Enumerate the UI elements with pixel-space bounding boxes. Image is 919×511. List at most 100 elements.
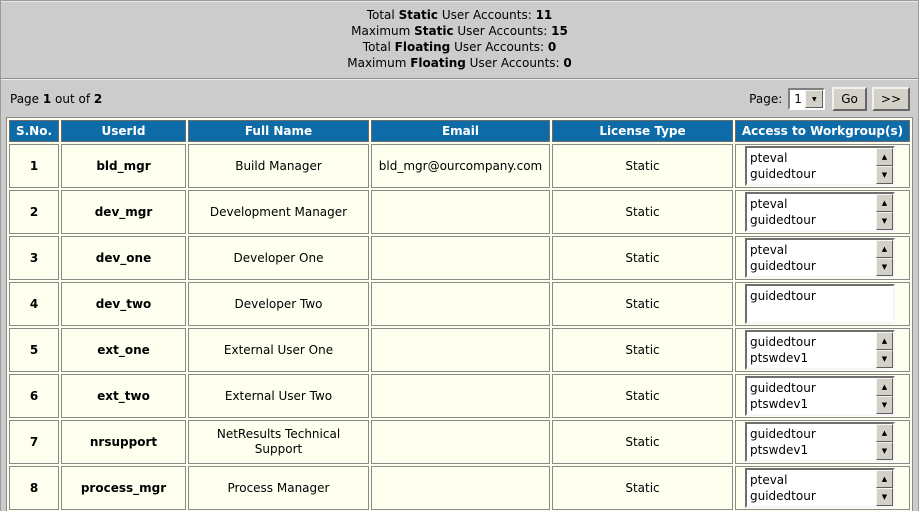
go-button[interactable]: Go [832, 87, 867, 111]
license-type-cell: Static [552, 144, 733, 188]
workgroups-listbox[interactable]: guidedtour ptswdev1 ▲ ▼ [745, 376, 895, 416]
column-header-sno: S.No. [9, 120, 59, 142]
workgroup-option[interactable]: guidedtour [750, 427, 816, 441]
workgroup-options: guidedtour ptswdev1 [747, 424, 876, 460]
workgroups-listbox[interactable]: pteval guidedtour ▲ ▼ [745, 238, 895, 278]
fullname-cell: NetResults Technical Support [188, 420, 369, 464]
workgroup-option[interactable]: guidedtour [750, 381, 816, 395]
scroll-down-icon[interactable]: ▼ [876, 258, 893, 276]
summary-license-type: Static [398, 8, 439, 22]
summary-count: 15 [551, 24, 568, 38]
user-table-body: 1 bld_mgr Build Manager bld_mgr@ourcompany.… [9, 144, 910, 510]
scroll-down-icon[interactable]: ▼ [876, 350, 893, 368]
workgroup-option[interactable]: guidedtour [750, 259, 816, 273]
workgroups-listbox[interactable]: guidedtour [745, 284, 895, 324]
license-type-cell: Static [552, 282, 733, 326]
workgroups-listbox[interactable]: pteval guidedtour ▲ ▼ [745, 192, 895, 232]
email-cell [371, 236, 550, 280]
workgroup-option[interactable]: pteval [750, 473, 788, 487]
fullname-cell: Developer Two [188, 282, 369, 326]
scroll-up-icon[interactable]: ▲ [876, 148, 893, 166]
sno-cell: 8 [9, 466, 59, 510]
license-type-cell: Static [552, 190, 733, 234]
workgroup-option[interactable]: guidedtour [750, 335, 816, 349]
email-cell [371, 420, 550, 464]
email-cell [371, 466, 550, 510]
license-type-cell: Static [552, 236, 733, 280]
fullname-cell: Build Manager [188, 144, 369, 188]
workgroup-option[interactable]: pteval [750, 243, 788, 257]
scroll-up-icon[interactable]: ▲ [876, 194, 893, 212]
workgroups-listbox[interactable]: pteval guidedtour ▲ ▼ [745, 146, 895, 186]
scroll-down-icon[interactable]: ▼ [876, 166, 893, 184]
scroll-up-icon[interactable]: ▲ [876, 332, 893, 350]
current-page-number: 1 [42, 92, 52, 106]
fullname-cell: Developer One [188, 236, 369, 280]
page-select[interactable]: 1 ▼ [788, 88, 826, 110]
workgroup-option[interactable]: pteval [750, 197, 788, 211]
summary-suffix: User Accounts: [450, 40, 548, 54]
license-type-cell: Static [552, 466, 733, 510]
workgroups-listbox[interactable]: guidedtour ptswdev1 ▲ ▼ [745, 422, 895, 462]
summary-prefix: Maximum [351, 24, 415, 38]
sno-cell: 2 [9, 190, 59, 234]
table-row: 5 ext_one External User One Static guidedtou… [9, 328, 910, 372]
sno-cell: 4 [9, 282, 59, 326]
column-header-license-type: License Type [552, 120, 733, 142]
workgroup-option[interactable]: pteval [750, 151, 788, 165]
listbox-scrollbar[interactable]: ▲ ▼ [876, 194, 893, 230]
scroll-up-icon[interactable]: ▲ [876, 378, 893, 396]
table-row: 1 bld_mgr Build Manager bld_mgr@ourcompany.… [9, 144, 910, 188]
table-row: 4 dev_two Developer Two Static guidedtour [9, 282, 910, 326]
scroll-up-icon[interactable]: ▲ [876, 424, 893, 442]
listbox-scrollbar[interactable]: ▲ ▼ [876, 378, 893, 414]
scroll-up-icon[interactable]: ▲ [876, 470, 893, 488]
workgroups-cell: pteval guidedtour ▲ ▼ [735, 466, 910, 510]
workgroup-option[interactable]: ptswdev1 [750, 351, 809, 365]
summary-count: 0 [563, 56, 572, 70]
userid-cell: dev_two [61, 282, 186, 326]
workgroups-cell: pteval guidedtour ▲ ▼ [735, 190, 910, 234]
summary-prefix: Total [366, 8, 399, 22]
listbox-scrollbar[interactable]: ▲ ▼ [876, 148, 893, 184]
userid-cell: ext_two [61, 374, 186, 418]
column-header-email: Email [371, 120, 550, 142]
userid-cell: dev_mgr [61, 190, 186, 234]
email-cell: bld_mgr@ourcompany.com [371, 144, 550, 188]
listbox-scrollbar[interactable]: ▲ ▼ [876, 424, 893, 460]
fullname-cell: Development Manager [188, 190, 369, 234]
listbox-scrollbar[interactable]: ▲ ▼ [876, 332, 893, 368]
sno-cell: 1 [9, 144, 59, 188]
workgroup-options: guidedtour [747, 286, 893, 322]
scroll-down-icon[interactable]: ▼ [876, 212, 893, 230]
total-pages-number: 2 [93, 92, 103, 106]
workgroup-options: guidedtour ptswdev1 [747, 332, 876, 368]
workgroup-option[interactable]: ptswdev1 [750, 443, 809, 457]
workgroup-option[interactable]: ptswdev1 [750, 397, 809, 411]
listbox-scrollbar[interactable]: ▲ ▼ [876, 240, 893, 276]
listbox-scrollbar[interactable]: ▲ ▼ [876, 470, 893, 506]
scroll-up-icon[interactable]: ▲ [876, 240, 893, 258]
scroll-down-icon[interactable]: ▼ [876, 396, 893, 414]
fullname-cell: External User One [188, 328, 369, 372]
scroll-down-icon[interactable]: ▼ [876, 488, 893, 506]
page-indicator: Page 1 out of 2 [10, 92, 102, 106]
sno-cell: 5 [9, 328, 59, 372]
page-select-label: Page: [749, 92, 783, 106]
workgroup-option[interactable]: guidedtour [750, 489, 816, 503]
dropdown-arrow-icon[interactable]: ▼ [805, 90, 824, 108]
next-page-button[interactable]: >> [871, 87, 910, 111]
summary-prefix: Maximum [347, 56, 411, 70]
table-row: 3 dev_one Developer One Static pteval guidedt… [9, 236, 910, 280]
workgroups-listbox[interactable]: pteval guidedtour ▲ ▼ [745, 468, 895, 508]
summary-suffix: User Accounts: [453, 24, 552, 38]
workgroup-option[interactable]: guidedtour [750, 167, 816, 181]
workgroup-option[interactable]: guidedtour [750, 289, 816, 303]
summary-line: Maximum Static User Accounts: 15 [1, 23, 918, 39]
workgroups-listbox[interactable]: guidedtour ptswdev1 ▲ ▼ [745, 330, 895, 370]
scroll-down-icon[interactable]: ▼ [876, 442, 893, 460]
table-row: 2 dev_mgr Development Manager Static pteval g… [9, 190, 910, 234]
workgroup-option[interactable]: guidedtour [750, 213, 816, 227]
workgroup-options: pteval guidedtour [747, 148, 876, 184]
